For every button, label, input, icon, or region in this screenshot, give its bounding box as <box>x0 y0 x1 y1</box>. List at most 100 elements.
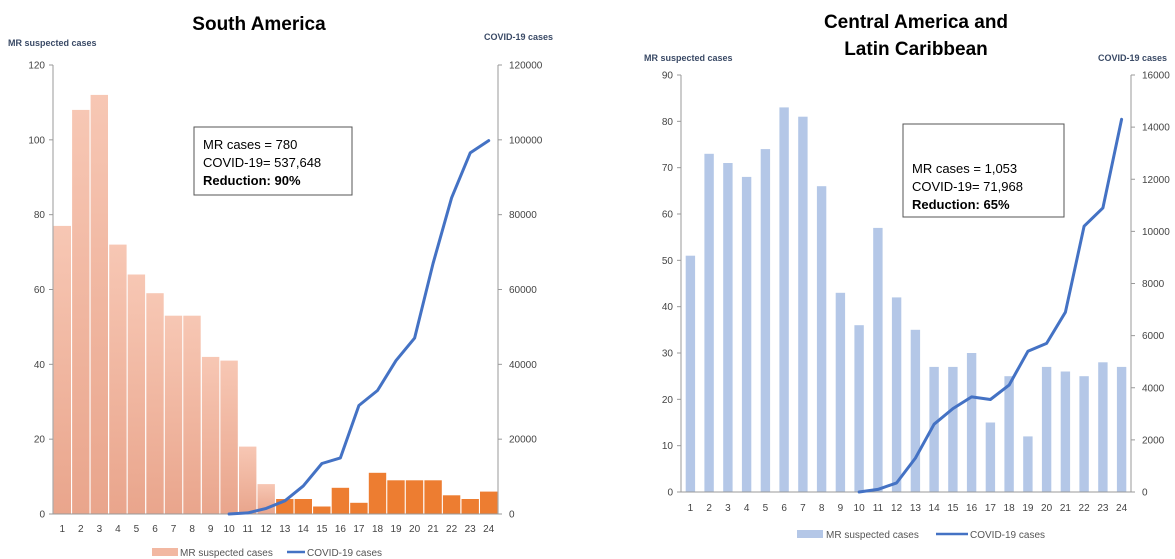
bar <box>1079 376 1089 492</box>
bar <box>1041 366 1052 492</box>
annotation-box: MR cases = 1,053 COVID-19= 71,968 Reduct… <box>902 123 1065 218</box>
x-tick-label: 4 <box>744 503 750 514</box>
x-tick-label: 13 <box>910 503 922 514</box>
x-tick-label: 23 <box>465 524 477 535</box>
bar <box>1116 366 1127 492</box>
y-axis-title-right: COVID-19 cases <box>1098 53 1167 63</box>
x-tick-label: 21 <box>1060 503 1072 514</box>
bar <box>873 227 883 492</box>
bar <box>72 109 90 515</box>
x-tick-label: 16 <box>966 503 978 514</box>
y-tick-label: 40 <box>34 360 46 371</box>
chart-central-america: Central America and Latin Caribbean MR s… <box>644 12 1170 541</box>
bar <box>929 366 939 492</box>
bar <box>910 329 921 492</box>
y-tick-label: 50 <box>662 256 674 267</box>
bar <box>294 499 312 514</box>
x-tick-label: 15 <box>316 524 328 535</box>
y2-tick-label: 0 <box>509 510 515 521</box>
x-tick-label: 15 <box>947 503 959 514</box>
x-tick-label: 12 <box>261 524 273 535</box>
bar <box>164 315 183 514</box>
annotation-line-2: COVID-19= 537,648 <box>203 155 321 170</box>
x-tick-label: 12 <box>891 503 903 514</box>
x-tick-label: 22 <box>1079 503 1091 514</box>
y2-tick-label: 4000 <box>1142 383 1165 394</box>
x-tick-label: 3 <box>725 503 731 514</box>
bar <box>109 244 127 514</box>
legend: MR suspected cases COVID-19 cases <box>797 530 1045 541</box>
y-tick-label: 100 <box>28 135 45 146</box>
x-tick-label: 6 <box>152 524 158 535</box>
x-tick-label: 8 <box>819 503 825 514</box>
bar <box>331 487 350 514</box>
bar <box>461 499 479 514</box>
bar <box>405 480 424 514</box>
legend: MR suspected cases COVID-19 cases <box>152 548 382 559</box>
y-tick-label: 70 <box>662 163 674 174</box>
x-tick-label: 10 <box>854 503 866 514</box>
series-line-covid <box>857 117 1124 494</box>
y-axis-title-right: COVID-19 cases <box>484 32 553 42</box>
bar <box>723 163 733 492</box>
annotation-line-3: Reduction: 65% <box>912 197 1010 212</box>
bar <box>220 360 238 514</box>
legend-swatch-bars <box>152 548 178 556</box>
y2-tick-label: 100000 <box>509 135 543 146</box>
x-tick-label: 11 <box>873 503 884 514</box>
bar <box>854 325 864 492</box>
y-axis-title-left: MR suspected cases <box>644 53 733 63</box>
annotation-line-1: MR cases = 1,053 <box>912 161 1017 176</box>
annotation-line-1: MR cases = 780 <box>203 137 297 152</box>
bar <box>442 495 461 514</box>
bar <box>90 94 108 515</box>
y-tick-label: 80 <box>662 117 674 128</box>
x-tick-label: 18 <box>372 524 384 535</box>
legend-label-bars: MR suspected cases <box>826 530 919 541</box>
x-tick-label: 1 <box>60 524 66 535</box>
y2-tick-label: 6000 <box>1142 331 1165 342</box>
x-tick-label: 16 <box>335 524 347 535</box>
bar <box>313 506 331 514</box>
x-tick-label: 20 <box>409 524 421 535</box>
y-tick-label: 60 <box>34 285 46 296</box>
bar <box>239 446 257 514</box>
x-tick-label: 19 <box>1022 503 1034 514</box>
bar <box>760 149 771 492</box>
bar <box>891 297 902 492</box>
legend-label-bars: MR suspected cases <box>180 548 273 559</box>
y-tick-label: 20 <box>662 395 674 406</box>
bar <box>1004 376 1014 492</box>
bar <box>127 274 146 514</box>
bar <box>835 292 846 492</box>
x-tick-label: 8 <box>189 524 195 535</box>
annotation-line-3: Reduction: 90% <box>203 173 301 188</box>
x-tick-label: 20 <box>1041 503 1053 514</box>
x-tick-label: 7 <box>171 524 177 535</box>
y-tick-label: 20 <box>34 435 46 446</box>
bar <box>146 293 164 514</box>
y2-tick-label: 60000 <box>509 285 537 296</box>
x-tick-label: 6 <box>781 503 787 514</box>
y2-tick-label: 8000 <box>1142 279 1165 290</box>
y2-tick-label: 0 <box>1142 488 1148 499</box>
bar <box>368 472 387 514</box>
y-tick-label: 120 <box>28 61 45 72</box>
series-line-covid <box>227 139 491 516</box>
x-tick-label: 13 <box>279 524 291 535</box>
x-tick-label: 7 <box>800 503 806 514</box>
bar <box>741 176 752 492</box>
legend-label-line: COVID-19 cases <box>970 530 1045 541</box>
x-tick-label: 18 <box>1004 503 1016 514</box>
x-tick-label: 14 <box>298 524 310 535</box>
x-tick-label: 24 <box>1116 503 1128 514</box>
y2-tick-label: 120000 <box>509 61 543 72</box>
y2-tick-label: 80000 <box>509 210 537 221</box>
x-tick-label: 5 <box>134 524 140 535</box>
bar <box>1098 362 1108 492</box>
bar <box>350 502 368 514</box>
bar <box>53 225 71 514</box>
y2-tick-label: 12000 <box>1142 175 1170 186</box>
chart-south-america: South America MR suspected cases COVID-1… <box>8 14 553 559</box>
bar <box>816 186 827 492</box>
